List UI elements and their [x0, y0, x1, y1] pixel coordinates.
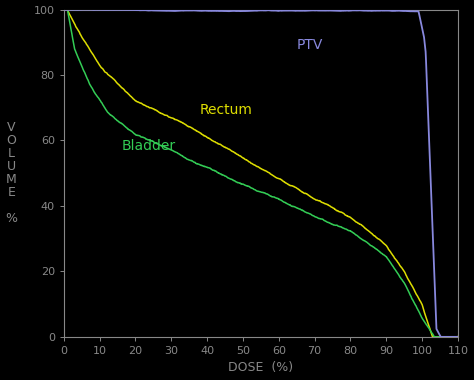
- X-axis label: DOSE  (%): DOSE (%): [228, 361, 293, 374]
- Text: Bladder: Bladder: [121, 139, 175, 153]
- Y-axis label: V
O
L
U
M
E

%: V O L U M E %: [6, 121, 18, 225]
- Text: Rectum: Rectum: [200, 103, 253, 117]
- Text: PTV: PTV: [297, 38, 323, 52]
